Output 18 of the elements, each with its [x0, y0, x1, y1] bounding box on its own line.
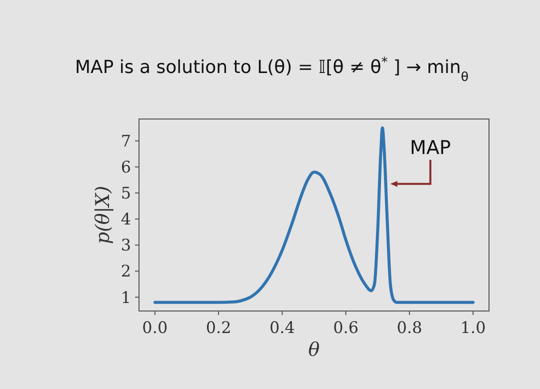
x-tick-label: 0.0 — [142, 318, 168, 337]
y-tick-label: 2 — [120, 262, 131, 281]
y-tick-label: 4 — [120, 210, 131, 229]
y-tick-label: 3 — [120, 236, 131, 255]
x-axis-title: θ — [308, 339, 320, 361]
x-tick-label: 1.0 — [460, 318, 486, 337]
line-series — [153, 126, 475, 304]
chart-title: MAP is a solution to L(θ) = 𝕀[θ ≠ θ$^{*}$] → min$_{θ}$ — [75, 54, 469, 84]
y-tick-label: 6 — [120, 158, 131, 177]
x-tick-label: 0.4 — [269, 318, 295, 337]
y-axis-title: p(θ|X) — [92, 186, 114, 244]
annotation: MAP — [410, 136, 451, 159]
y-tick-label: 1 — [120, 288, 131, 307]
x-tick-label: 0.8 — [396, 318, 422, 337]
y-tick-label: 5 — [120, 184, 131, 203]
y-tick-label: 7 — [120, 131, 131, 150]
x-tick-label: 0.6 — [333, 318, 359, 337]
x-tick-label: 0.2 — [206, 318, 232, 337]
